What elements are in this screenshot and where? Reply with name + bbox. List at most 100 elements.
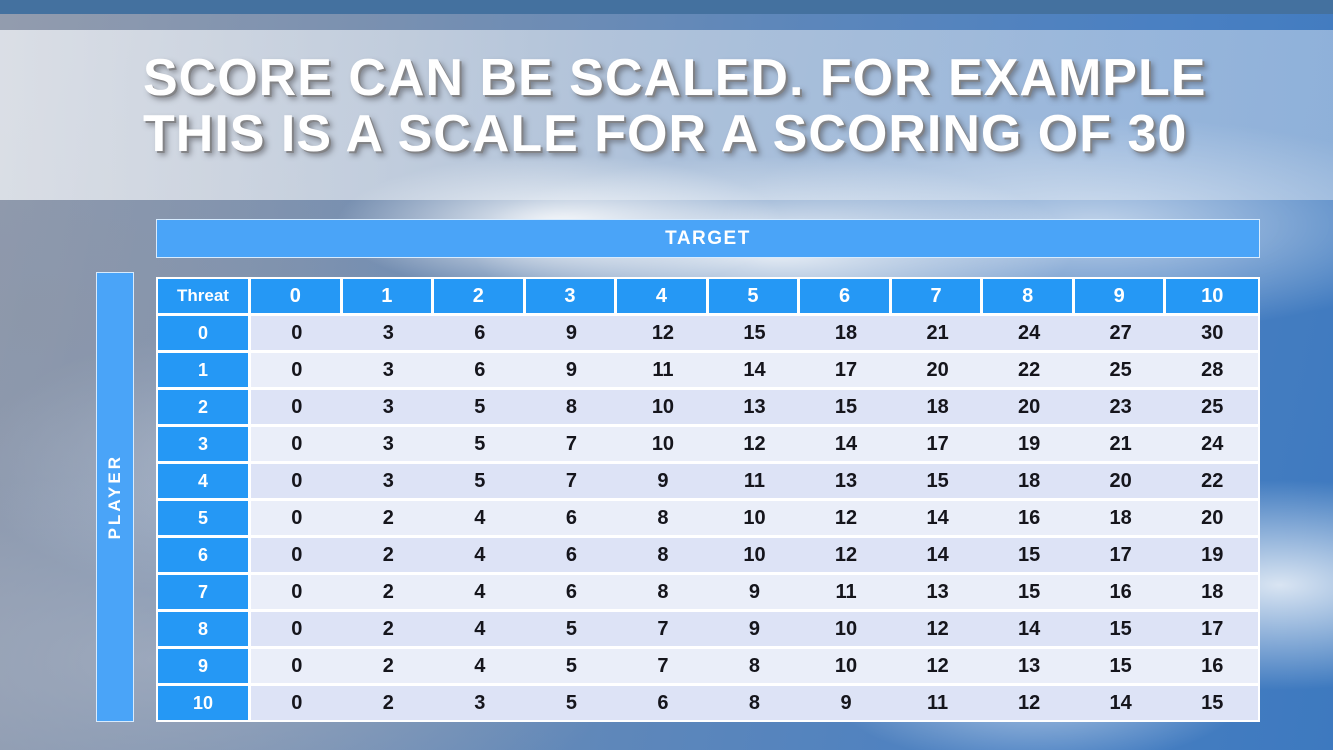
- score-cell: 9: [657, 469, 669, 492]
- row-header-cell: 0: [158, 316, 248, 350]
- score-cell: 4: [474, 580, 486, 603]
- score-cell: 2: [382, 691, 394, 714]
- col-header-cell: 1: [342, 279, 435, 313]
- col-header-cell: 9: [1074, 279, 1167, 313]
- score-cell: 0: [291, 543, 303, 566]
- score-cell: 12: [926, 654, 949, 677]
- row-header-cell: 1: [158, 353, 248, 387]
- score-cell: 7: [657, 617, 669, 640]
- score-cell: 8: [657, 543, 669, 566]
- score-cell: 7: [565, 432, 577, 455]
- score-cell: 3: [382, 395, 394, 418]
- score-cell: 0: [291, 506, 303, 529]
- col-header-cell: 6: [800, 279, 892, 313]
- score-cell: 11: [835, 580, 857, 603]
- score-cell: 4: [474, 654, 486, 677]
- col-header-cell: 10: [1166, 279, 1258, 313]
- score-cell: 2: [382, 543, 394, 566]
- score-cell: 25: [1201, 395, 1224, 418]
- score-cell: 15: [1018, 580, 1041, 603]
- score-cell: 6: [565, 543, 577, 566]
- score-cell: 0: [291, 395, 303, 418]
- score-cell: 8: [748, 654, 761, 677]
- score-cell: 5: [474, 395, 486, 418]
- column-header-cells: 0 1 2 3 4 5 6 7 8 9 10: [251, 279, 1258, 313]
- score-cell: 6: [565, 580, 577, 603]
- table-row: 7 0 2 4 6 8 9 11 13 15 16 18: [158, 575, 1258, 609]
- row-header-cell: 3: [158, 427, 248, 461]
- row-header-cell: 10: [158, 686, 248, 720]
- score-cell: 17: [1109, 543, 1132, 566]
- score-cell: 0: [291, 469, 303, 492]
- score-cell: 6: [474, 358, 486, 381]
- score-cell: 22: [1018, 358, 1041, 381]
- score-cell: 0: [291, 654, 303, 677]
- score-cell: 12: [926, 617, 949, 640]
- score-cell: 18: [1109, 506, 1132, 529]
- score-cell: 17: [1201, 617, 1224, 640]
- score-cell: 7: [565, 469, 577, 492]
- score-cell: 16: [1018, 506, 1041, 529]
- score-cell: 20: [1018, 395, 1041, 418]
- table-row: 5 0 2 4 6 8 10 12 14 16 18 20: [158, 501, 1258, 535]
- score-cell: 9: [565, 321, 577, 344]
- score-cell: 14: [926, 506, 949, 529]
- row-cells: 0 3 5 8 10 13 15 18 20 23 25: [251, 390, 1258, 424]
- table-row: 8 0 2 4 5 7 9 10 12 14 15 17: [158, 612, 1258, 646]
- row-cells: 0 2 3 5 6 8 9 11 12 14 15: [251, 686, 1258, 720]
- score-cell: 12: [834, 543, 858, 566]
- corner-cell-threat: Threat: [158, 279, 248, 313]
- score-cell: 25: [1109, 358, 1132, 381]
- score-cell: 0: [291, 358, 303, 381]
- score-cell: 12: [834, 506, 858, 529]
- score-cell: 13: [743, 395, 766, 418]
- score-cell: 3: [382, 321, 394, 344]
- score-cell: 13: [1018, 654, 1041, 677]
- table-body: 0 0 3 6 9 12 15 18 21 24 27 30 1 0 3 6 9 11 14 17 20 22 25 28 2 0…: [158, 316, 1258, 720]
- score-cell: 11: [743, 469, 766, 492]
- score-table: Threat 0 1 2 3 4 5 6 7 8 9 10 0 0 3 6 9 12 15 18 21 24 27 30 1…: [156, 277, 1260, 722]
- col-header-cell: 2: [434, 279, 526, 313]
- score-cell: 11: [652, 358, 674, 381]
- score-cell: 19: [1018, 432, 1041, 455]
- score-cell: 13: [926, 580, 949, 603]
- score-cell: 17: [926, 432, 949, 455]
- top-accent-bar: [0, 0, 1333, 14]
- score-cell: 18: [834, 321, 858, 344]
- row-header-cell: 5: [158, 501, 248, 535]
- table-row: 9 0 2 4 5 7 8 10 12 13 15 16: [158, 649, 1258, 683]
- row-header-cell: 8: [158, 612, 248, 646]
- table-row: 10 0 2 3 5 6 8 9 11 12 14 15: [158, 686, 1258, 720]
- score-cell: 21: [926, 321, 949, 344]
- score-cell: 6: [657, 691, 669, 714]
- row-cells: 0 2 4 5 7 9 10 12 14 15 17: [251, 612, 1258, 646]
- score-cell: 14: [926, 543, 949, 566]
- row-cells: 0 2 4 6 8 10 12 14 16 18 20: [251, 501, 1258, 535]
- row-header-cell: 7: [158, 575, 248, 609]
- score-cell: 2: [382, 617, 394, 640]
- score-cell: 11: [927, 691, 949, 714]
- score-cell: 6: [474, 321, 486, 344]
- table-row: 1 0 3 6 9 11 14 17 20 22 25 28: [158, 353, 1258, 387]
- score-cell: 28: [1201, 358, 1224, 381]
- score-cell: 18: [1018, 469, 1041, 492]
- score-cell: 18: [926, 395, 949, 418]
- score-cell: 18: [1201, 580, 1224, 603]
- score-cell: 20: [1109, 469, 1132, 492]
- table-row: 4 0 3 5 7 9 11 13 15 18 20 22: [158, 464, 1258, 498]
- row-cells: 0 3 5 7 9 11 13 15 18 20 22: [251, 464, 1258, 498]
- score-cell: 27: [1109, 321, 1132, 344]
- row-cells: 0 3 6 9 11 14 17 20 22 25 28: [251, 353, 1258, 387]
- score-cell: 9: [840, 691, 852, 714]
- row-header-cell: 9: [158, 649, 248, 683]
- table-row: 0 0 3 6 9 12 15 18 21 24 27 30: [158, 316, 1258, 350]
- score-cell: 24: [1018, 321, 1041, 344]
- score-cell: 8: [565, 395, 577, 418]
- score-cell: 5: [565, 691, 577, 714]
- score-cell: 20: [926, 358, 949, 381]
- row-header-cell: 2: [158, 390, 248, 424]
- score-cell: 0: [291, 432, 303, 455]
- score-cell: 3: [382, 469, 394, 492]
- col-header-cell: 3: [525, 279, 618, 313]
- score-cell: 8: [657, 506, 669, 529]
